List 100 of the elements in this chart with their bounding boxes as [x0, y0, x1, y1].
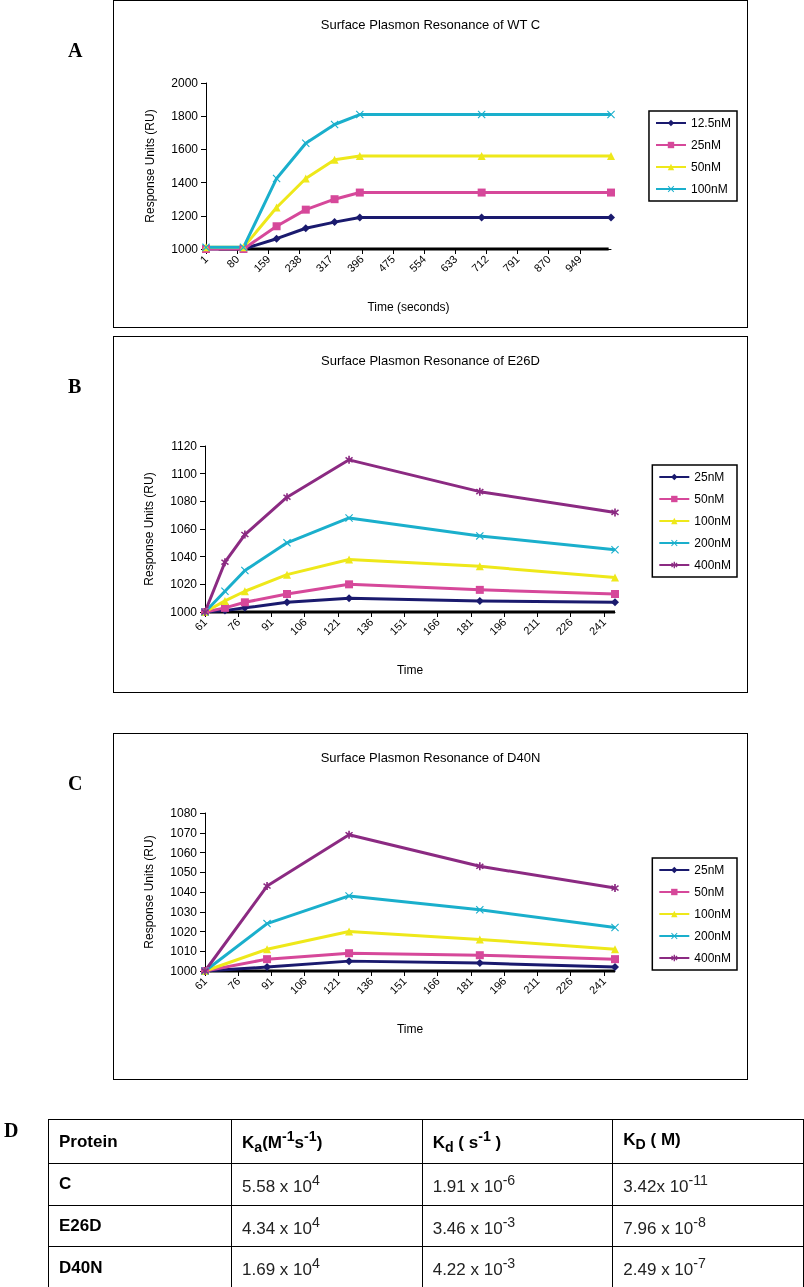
y-tick-label: 1000 — [171, 242, 199, 256]
text: B — [68, 375, 82, 398]
y-tick-label: 1120 — [171, 439, 198, 453]
y-tick-label: 1040 — [170, 549, 198, 564]
y-tick-label: 1020 — [170, 924, 198, 939]
x-tick-label: 554 — [406, 252, 429, 275]
x-tick-label: 1 — [197, 252, 211, 266]
x-tick-label: 238 — [282, 252, 304, 275]
y-tick-label: 1400 — [171, 175, 199, 190]
y-axis-title: Response Units (RU) — [142, 472, 156, 586]
category-label: D40N — [59, 1257, 103, 1277]
x-tick-label: 870 — [531, 252, 553, 275]
category-label: K$_{a}$(M$^{-1}$s$^{-1}$) — [231, 1119, 423, 1164]
y-tick-label: 1060 — [170, 845, 198, 860]
y-tick-label: 1200 — [171, 208, 199, 223]
legend-label: 100nM — [694, 514, 732, 528]
y-tick-label: 1020 — [170, 577, 198, 592]
y-tick-label: 1010 — [170, 944, 198, 959]
x-tick-label: 76 — [225, 615, 243, 633]
y-tick-label: 1060 — [170, 522, 198, 536]
x-tick-label: 106 — [287, 974, 309, 997]
legend-label: 400nM — [694, 951, 732, 965]
y-tick-label: 1050 — [170, 865, 198, 880]
x-tick-label: 226 — [553, 974, 575, 997]
x-axis-title: Time — [396, 1022, 424, 1036]
text: 4.34 x 10$^{4}$ — [242, 1213, 320, 1238]
legend-label: 100nM — [694, 907, 732, 921]
legend-label: 25nM — [690, 138, 722, 152]
x-tick-label: 196 — [486, 974, 509, 997]
category-label: C — [59, 1174, 72, 1194]
legend-label: 12.5nM — [690, 116, 732, 130]
chart-title: Surface Plasmon Resonance of D40N — [320, 750, 541, 765]
y-tick-label: 1040 — [170, 885, 198, 899]
x-tick-label: 151 — [387, 974, 409, 997]
x-tick-label: 317 — [313, 252, 335, 275]
x-tick-label: 712 — [469, 252, 491, 275]
x-tick-label: 91 — [258, 974, 276, 992]
x-tick-label: 181 — [453, 974, 476, 997]
text: D — [4, 1119, 19, 1142]
legend-label: 400nM — [694, 558, 732, 572]
x-axis-title: Time (seconds) — [367, 300, 450, 314]
x-tick-label: 226 — [553, 615, 575, 638]
x-tick-label: 121 — [320, 974, 343, 997]
y-tick-label: 1800 — [171, 109, 199, 124]
legend-label: 200nM — [694, 536, 732, 550]
chart-title: Surface Plasmon Resonance of WT C — [320, 17, 541, 32]
legend-label: 50nM — [694, 885, 725, 899]
text: 3.46 x 10$^{-3}$ — [432, 1213, 516, 1238]
x-tick-label: 241 — [586, 615, 609, 638]
text: 1.91 x 10$^{-6}$ — [432, 1172, 516, 1196]
text: A — [68, 39, 83, 62]
x-tick-label: 211 — [520, 974, 542, 996]
category-label: K$_{d}$ ( s$^{-1}$ ) — [422, 1119, 613, 1164]
text: 4.22 x 10$^{-3}$ — [432, 1255, 516, 1280]
x-tick-label: 241 — [586, 974, 609, 997]
x-tick-label: 633 — [438, 252, 460, 275]
x-tick-label: 166 — [420, 974, 442, 997]
legend-label: 50nM — [690, 160, 722, 174]
y-tick-label: 1080 — [170, 806, 198, 820]
x-tick-label: 136 — [354, 615, 376, 638]
x-tick-label: 91 — [258, 615, 276, 633]
x-tick-label: 159 — [251, 252, 273, 275]
x-tick-label: 475 — [375, 252, 398, 275]
y-tick-label: 1080 — [170, 494, 198, 509]
x-tick-label: 151 — [387, 615, 409, 638]
x-tick-label: 196 — [486, 615, 509, 638]
text: 5.58 x 10$^{4}$ — [242, 1172, 320, 1196]
chart-title: Surface Plasmon Resonance of E26D — [321, 353, 540, 368]
category-label: E26D — [59, 1216, 102, 1236]
x-tick-label: 80 — [224, 252, 242, 270]
legend-label: 200nM — [694, 929, 732, 943]
x-tick-label: 166 — [420, 615, 442, 638]
y-axis-title: Response Units (RU) — [143, 109, 157, 223]
category-label: K$_{D}$ ( M) — [612, 1119, 804, 1164]
x-tick-label: 791 — [500, 252, 522, 275]
category-label: Protein — [48, 1119, 232, 1164]
y-tick-label: 1030 — [170, 904, 198, 919]
x-tick-label: 106 — [287, 615, 309, 638]
legend-label: 100nM — [690, 182, 728, 196]
x-tick-label: 121 — [320, 615, 343, 638]
text: 7.96 x 10$^{-8}$ — [623, 1213, 706, 1238]
legend-label: 25nM — [694, 863, 725, 877]
text: 2.49 x 10$^{-7}$ — [623, 1255, 706, 1280]
x-tick-label: 76 — [225, 974, 243, 992]
y-tick-label: 1600 — [171, 142, 199, 157]
x-tick-label: 396 — [344, 252, 367, 275]
text: 3.42x 10$^{-11}$ — [623, 1172, 708, 1196]
text: 1.69 x 10$^{4}$ — [242, 1255, 320, 1280]
y-axis-title: Response Units (RU) — [142, 835, 156, 949]
text: C — [68, 772, 83, 795]
x-axis-title: Time — [396, 663, 424, 677]
x-tick-label: 181 — [453, 615, 476, 638]
x-tick-label: 949 — [562, 252, 585, 275]
x-tick-label: 136 — [354, 974, 376, 997]
y-tick-label: 1100 — [171, 466, 198, 481]
legend-label: 50nM — [694, 492, 725, 506]
x-tick-label: 211 — [520, 615, 542, 637]
y-tick-label: 2000 — [171, 76, 199, 90]
y-tick-label: 1070 — [170, 825, 198, 840]
legend-label: 25nM — [694, 470, 725, 484]
